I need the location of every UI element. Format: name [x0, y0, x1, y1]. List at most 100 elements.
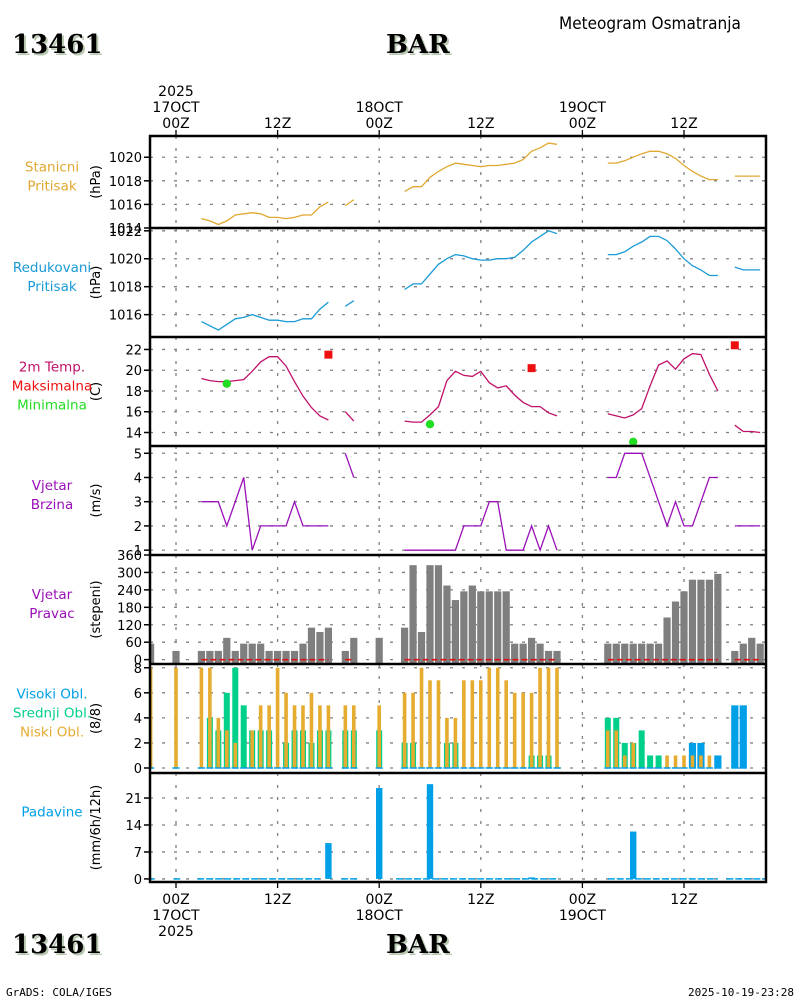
- ytick-label: 1016: [109, 198, 142, 213]
- cloud-bar: [647, 755, 654, 768]
- wind-dir-bar: [375, 637, 383, 664]
- cloud-bar: [631, 742, 635, 768]
- cloud-bar: [174, 667, 178, 768]
- panel-label: Vjetar: [32, 587, 73, 603]
- panel-temperature: 14 16 18 20 22 (C) 2m Temp. Maksimalna Minimalna: [12, 337, 766, 446]
- ytick-label: 1022: [109, 225, 142, 240]
- wind-dir-bar: [172, 650, 180, 664]
- cloud-bar: [638, 730, 645, 768]
- wind-dir-bar: [655, 643, 663, 664]
- series-line: [607, 150, 718, 181]
- cloud-bar: [707, 755, 712, 768]
- tmin-marker: [222, 379, 231, 388]
- wind-dir-bar: [646, 643, 654, 664]
- cloud-bar: [326, 705, 331, 768]
- tmax-marker: [324, 350, 333, 359]
- wind-dir-bar: [663, 617, 671, 664]
- wind-dir-bar: [536, 643, 544, 664]
- wind-dir-bar: [282, 650, 290, 664]
- wind-dir-bar: [451, 600, 459, 664]
- cloud-bar: [504, 680, 508, 768]
- ytick-label: 240: [117, 584, 142, 599]
- ytick-label: 1016: [109, 309, 142, 324]
- wind-dir-bar: [460, 591, 468, 664]
- panel-body: [201, 230, 761, 331]
- cloud-bar: [538, 667, 542, 768]
- wind-dir-bar: [265, 650, 273, 664]
- ytick-label: 2: [134, 520, 142, 535]
- ytick-label: 20: [125, 364, 142, 379]
- panel-station_pressure: 1014 1016 1018 1020 (hPa) Stanicni Pritisak: [25, 136, 766, 237]
- ytick-label: 0: [134, 762, 142, 777]
- cloud-bar: [682, 755, 686, 768]
- bottom-xtick-label: 2025: [158, 924, 194, 940]
- panel-clouds: 0 2 4 6 8 (8/8)Visoki Obl. Srednji Obl. Niski O…: [13, 662, 766, 777]
- wind-dir-bar: [434, 565, 443, 664]
- series-line: [607, 352, 719, 419]
- cloud-bar: [284, 692, 288, 768]
- ytick-label: 1020: [109, 151, 142, 166]
- wind-dir-bar: [316, 632, 324, 664]
- bottom-xtick-label: 00Z: [365, 892, 392, 908]
- precip-bar: [325, 843, 332, 879]
- credit-text: GrADS: COLA/IGES: [6, 986, 112, 999]
- unit-label: (stepeni): [89, 580, 104, 638]
- cloud-bar: [521, 692, 525, 768]
- series-line: [404, 370, 558, 423]
- panel-label: Minimalna: [17, 398, 87, 414]
- series-line: [404, 230, 558, 291]
- cloud-bar: [275, 667, 280, 768]
- series-line: [201, 201, 329, 226]
- wind-dir-bar: [731, 650, 739, 664]
- top-xtick-label: 12Z: [467, 116, 494, 132]
- bottom-xtick-label: 00Z: [162, 892, 189, 908]
- cloud-bar: [445, 717, 449, 768]
- wind-dir-bar: [240, 643, 248, 664]
- unit-label: (m/s): [89, 484, 104, 518]
- ytick-label: 1014: [109, 222, 142, 237]
- cloud-bar: [258, 705, 263, 768]
- series-line: [734, 424, 761, 434]
- ytick-label: 8: [134, 662, 142, 677]
- ytick-label: 1018: [109, 175, 142, 190]
- wind-dir-bar: [274, 650, 282, 664]
- wind-dir-bar: [502, 591, 510, 664]
- wind-dir-bar: [257, 643, 265, 664]
- tmin-marker: [629, 437, 638, 446]
- cloud-bar: [665, 755, 669, 768]
- series-line: [344, 453, 355, 478]
- wind-dir-bar: [341, 650, 349, 664]
- ytick-label: 22: [125, 343, 142, 358]
- wind-dir-bar: [604, 643, 612, 664]
- cloud-bar: [739, 705, 747, 768]
- series-line: [734, 266, 761, 271]
- panel-label: Pritisak: [27, 279, 77, 295]
- wind-dir-bar: [350, 637, 358, 664]
- series-line: [607, 235, 718, 277]
- ytick-label: 14: [125, 427, 142, 442]
- station-id-top: 13461: [12, 30, 103, 60]
- cloud-bar: [309, 692, 314, 768]
- wind-dir-bar: [621, 643, 629, 664]
- cloud-bar: [240, 705, 247, 768]
- wind-dir-bar: [638, 643, 646, 664]
- panel-label: Niski Obl.: [20, 725, 84, 741]
- wind-dir-bar: [511, 643, 519, 664]
- panel-body: [201, 142, 761, 226]
- panel-label: Brzina: [31, 497, 73, 513]
- cloud-bar: [462, 680, 466, 768]
- cloud-bar: [208, 667, 212, 768]
- ytick-label: 3: [134, 496, 142, 511]
- bottom-xtick-label: 00Z: [569, 892, 596, 908]
- cloud-bar: [301, 705, 305, 768]
- panel-body: [150, 784, 765, 880]
- ytick-label: 60: [125, 636, 142, 651]
- precip-bar: [528, 877, 535, 879]
- top-xtick-label: 18OCT: [356, 100, 404, 116]
- panels-layer: 1014101610181020(hPa)StanicniPritisak101…: [12, 136, 766, 888]
- cloud-bar: [250, 730, 254, 768]
- wind-dir-bar: [680, 591, 688, 664]
- cloud-bar: [690, 755, 695, 768]
